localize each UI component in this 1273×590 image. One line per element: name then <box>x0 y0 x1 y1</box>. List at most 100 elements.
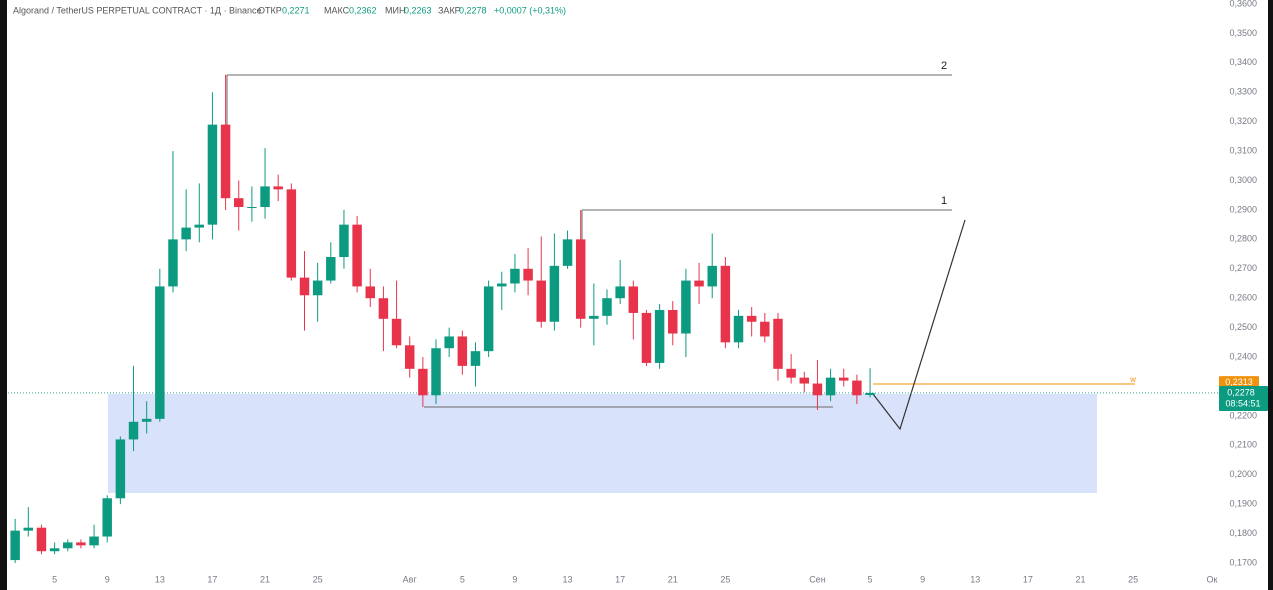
candle-body <box>352 224 362 287</box>
last-price-tag <box>1219 385 1268 411</box>
candle-body <box>681 280 691 334</box>
candle-body <box>312 280 323 296</box>
candle-body <box>852 380 862 396</box>
y-tick-label: 0,2700 <box>1229 263 1257 273</box>
candle-body <box>668 309 678 334</box>
legend-label: МАКС <box>324 5 350 15</box>
candle-body <box>49 548 60 552</box>
candle-body <box>418 368 428 396</box>
x-tick-label: 5 <box>460 574 465 584</box>
candle-body <box>286 189 297 278</box>
legend-label: МИН <box>385 5 405 15</box>
y-tick-label: 0,3000 <box>1229 175 1257 185</box>
candle-body <box>115 439 126 499</box>
candle-body <box>628 286 639 313</box>
y-tick-label: 0,1700 <box>1229 557 1257 567</box>
legend: Algorand / TetherUS PERPETUAL CONTRACT ·… <box>13 5 566 15</box>
candle-body <box>707 265 717 287</box>
candle-body <box>549 265 560 322</box>
candle-body <box>102 498 112 537</box>
candle-body <box>326 257 336 281</box>
x-tick-label: 21 <box>668 574 678 584</box>
candle-body <box>194 224 205 228</box>
candle-body <box>746 315 757 322</box>
x-tick-label: Сен <box>809 574 826 584</box>
candle-body <box>273 186 283 190</box>
y-tick-label: 0,3300 <box>1229 87 1257 97</box>
annotation: 1 <box>941 195 947 207</box>
candle-body <box>234 198 244 208</box>
chart-title: Algorand / TetherUS PERPETUAL CONTRACT ·… <box>13 5 262 15</box>
candle-body <box>865 392 875 396</box>
legend-label: ЗАКР <box>438 5 461 15</box>
x-tick-label: 21 <box>1075 574 1085 584</box>
y-tick-label: 0,2500 <box>1229 322 1257 332</box>
candle-body <box>786 368 796 378</box>
y-tick-label: 0,3200 <box>1229 116 1257 126</box>
y-tick-label: 0,2800 <box>1229 234 1257 244</box>
x-tick-label: 25 <box>720 574 730 584</box>
candle-body <box>260 186 270 208</box>
x-tick-label: 13 <box>970 574 980 584</box>
annotation: w <box>1129 375 1136 384</box>
frame-edge <box>0 0 7 590</box>
x-tick-label: 5 <box>52 574 57 584</box>
candle-body <box>444 336 454 349</box>
candle-body <box>483 286 494 352</box>
candle-body <box>720 265 731 343</box>
y-tick-label: 0,3600 <box>1229 0 1257 8</box>
x-tick-label: 17 <box>207 574 217 584</box>
candle-body <box>497 283 507 287</box>
candle-body <box>181 227 191 240</box>
x-tick-label: 21 <box>260 574 270 584</box>
x-tick-label: 13 <box>155 574 165 584</box>
legend-value: 0,2271 <box>282 5 310 15</box>
y-tick-label: 0,1800 <box>1229 528 1257 538</box>
candle-body <box>391 318 402 346</box>
candle-body <box>470 351 481 366</box>
candle-body <box>168 239 178 287</box>
candle-body <box>365 286 375 299</box>
candle-body <box>602 298 612 316</box>
frame-edge <box>1268 0 1273 590</box>
candle-body <box>536 280 546 322</box>
candle-body <box>773 318 783 369</box>
x-tick-label: Авг <box>403 574 418 584</box>
legend-value: 0,2362 <box>349 5 377 15</box>
y-tick-label: 0,2100 <box>1229 440 1257 450</box>
y-tick-label: 0,3100 <box>1229 145 1257 155</box>
x-tick-label: 9 <box>920 574 925 584</box>
candle-body <box>641 312 652 363</box>
candle-body <box>23 527 34 531</box>
x-tick-label: 13 <box>563 574 573 584</box>
candle-body <box>141 418 152 422</box>
candle-body <box>839 377 849 381</box>
last-price-label: 0,2278 <box>1227 387 1255 397</box>
candle-body <box>128 421 139 440</box>
candle-body <box>733 315 744 343</box>
alert-price-tag <box>1219 376 1259 390</box>
candle-body <box>207 124 218 225</box>
x-tick-label: 17 <box>1023 574 1033 584</box>
x-tick-label: Ок <box>1207 574 1218 584</box>
candle-body <box>654 309 665 363</box>
candle-body <box>404 345 415 369</box>
candle-body <box>89 536 99 546</box>
candle-body <box>76 542 86 546</box>
legend-value: 0,2278 <box>459 5 487 15</box>
candle-body <box>575 239 586 319</box>
candle-body <box>799 377 810 384</box>
x-tick-label: 25 <box>313 574 323 584</box>
y-tick-label: 0,2000 <box>1229 469 1257 479</box>
candle-body <box>220 124 231 199</box>
candle-body <box>694 280 704 287</box>
candle-body <box>63 542 73 549</box>
candle-body <box>760 321 770 337</box>
y-tick-label: 0,2200 <box>1229 410 1257 420</box>
x-tick-label: 9 <box>512 574 517 584</box>
candle-body <box>562 239 573 266</box>
annotation: 2 <box>941 60 947 72</box>
y-tick-label: 0,2600 <box>1229 293 1257 303</box>
